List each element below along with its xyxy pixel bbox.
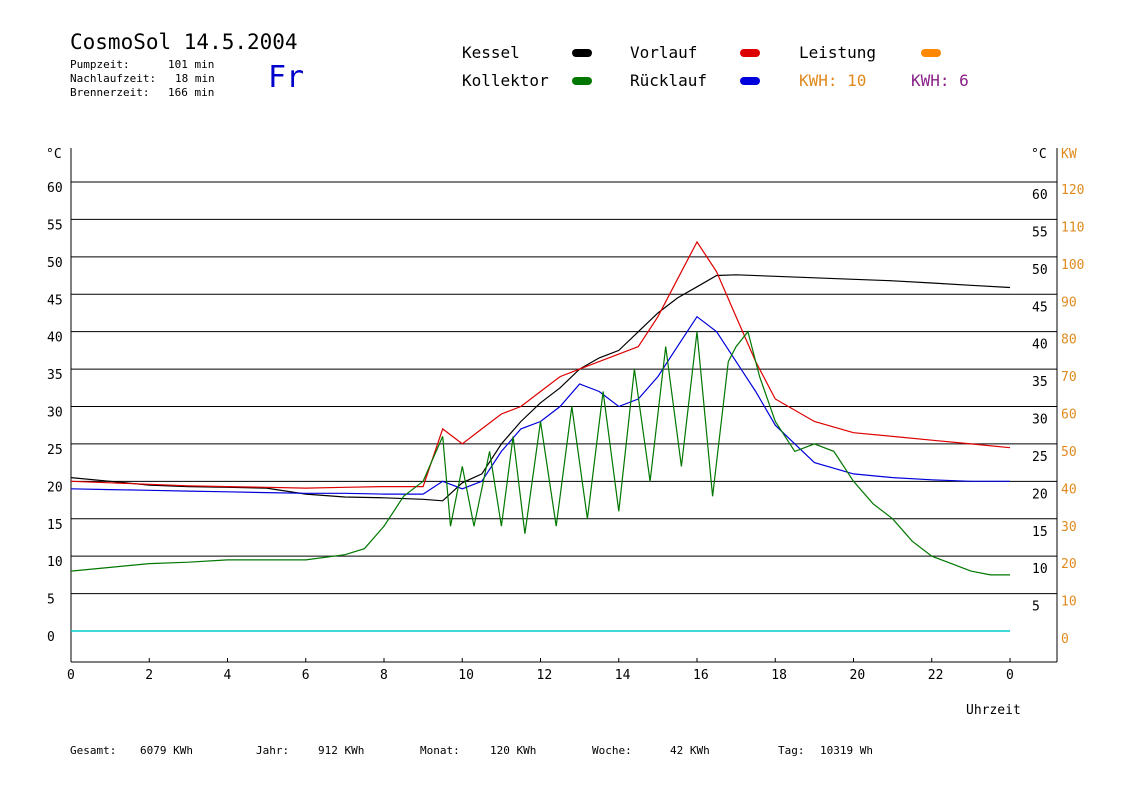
legend-ruecklauf-swatch — [740, 77, 760, 85]
y-unit-right: °C — [1031, 147, 1047, 162]
x-tick-label: 2 — [145, 668, 153, 683]
kw-tick-label: 120 — [1061, 183, 1084, 198]
y-tick-label-left: 10 — [47, 555, 63, 570]
series-line-ruecklauf — [70, 315, 1010, 495]
kw-tick-label: 30 — [1061, 520, 1077, 535]
y-tick-label-left: 35 — [47, 368, 63, 383]
kw-tick-label: 110 — [1061, 220, 1084, 235]
y-tick-label-right: 25 — [1032, 450, 1048, 465]
x-tick-label: 12 — [537, 668, 553, 683]
kw-tick-label: 0 — [1061, 632, 1069, 647]
footer-gesamt-label: Gesamt: — [70, 744, 117, 757]
kw-tick-label: 50 — [1061, 445, 1077, 460]
weekday-label: Fr — [268, 60, 305, 95]
legend-leistung-label: Leistung — [799, 43, 877, 62]
y-tick-label-left: 45 — [47, 293, 63, 308]
footer-woche-label: Woche: — [592, 744, 632, 757]
x-tick-label: 6 — [302, 668, 310, 683]
y-unit-left: °C — [46, 147, 62, 162]
legend-kessel-label: Kessel — [462, 43, 520, 62]
kw-tick-label: 10 — [1061, 595, 1077, 610]
kw-tick-label: 80 — [1061, 333, 1077, 348]
y-tick-label-left: 20 — [47, 480, 63, 495]
stat-value-nachlaufzeit: 18 min — [175, 72, 215, 85]
stat-label-nachlaufzeit: Nachlaufzeit: — [70, 72, 157, 85]
legend-kollektor-swatch — [572, 77, 592, 85]
y-tick-label-right: 5 — [1032, 600, 1040, 615]
y-tick-label-right: 55 — [1032, 225, 1048, 240]
y-tick-label-right: 45 — [1032, 300, 1048, 315]
stat-value-brennerzeit: 166 min — [168, 86, 215, 99]
x-tick-label: 4 — [224, 668, 232, 683]
x-tick-label: 16 — [693, 668, 709, 683]
y-tick-label-left: 30 — [47, 406, 63, 421]
stat-value-pumpzeit: 101 min — [168, 58, 215, 71]
x-tick-label: 18 — [771, 668, 787, 683]
footer-tag-label: Tag: — [778, 744, 805, 757]
footer-tag-value: 10319 Wh — [820, 744, 873, 757]
y-tick-label-left: 60 — [47, 181, 63, 196]
y-tick-label-left: 5 — [47, 593, 55, 608]
y-tick-label-right: 15 — [1032, 525, 1048, 540]
x-tick-label: 0 — [67, 668, 75, 683]
y-tick-label-right: 20 — [1032, 487, 1048, 502]
legend-ruecklauf-label: Rücklauf — [630, 71, 708, 90]
y-tick-label-left: 55 — [47, 218, 63, 233]
page-title: CosmoSol 14.5.2004 — [70, 30, 298, 54]
y-tick-label-left: 0 — [47, 630, 55, 645]
y-tick-label-left: 25 — [47, 443, 63, 458]
y-tick-label-right: 35 — [1032, 375, 1048, 390]
series-line-vorlauf — [70, 240, 1011, 489]
series-line-kessel — [70, 274, 1011, 502]
series-line-kollektor — [70, 330, 1010, 576]
footer-monat-value: 120 KWh — [490, 744, 537, 757]
legend-kwh-total: KWH: 10 — [799, 71, 867, 90]
footer-woche-value: 42 KWh — [670, 744, 710, 757]
legend-kwh-solar: KWH: 6 — [911, 71, 969, 90]
x-tick-label: 20 — [850, 668, 866, 683]
kw-tick-label: 40 — [1061, 482, 1077, 497]
y-tick-label-right: 30 — [1032, 413, 1048, 428]
y-tick-label-right: 60 — [1032, 188, 1048, 203]
y-tick-label-left: 15 — [47, 518, 63, 533]
x-axis-title: Uhrzeit — [966, 703, 1021, 718]
y-tick-label-right: 50 — [1032, 263, 1048, 278]
stat-label-brennerzeit: Brennerzeit: — [70, 86, 150, 99]
y-tick-label-left: 50 — [47, 256, 63, 271]
y-tick-label-left: 40 — [47, 331, 63, 346]
footer-jahr-label: Jahr: — [256, 744, 290, 757]
legend-leistung-swatch — [921, 49, 941, 57]
kw-tick-label: 100 — [1061, 258, 1084, 273]
kw-tick-label: 60 — [1061, 408, 1077, 423]
footer-monat-label: Monat: — [420, 744, 460, 757]
legend-kessel-swatch — [572, 49, 592, 57]
stat-label-pumpzeit: Pumpzeit: — [70, 58, 130, 71]
footer-gesamt-value: 6079 KWh — [140, 744, 193, 757]
kw-unit: KW — [1061, 147, 1077, 162]
x-tick-label: 22 — [928, 668, 944, 683]
legend-kollektor-label: Kollektor — [462, 71, 549, 90]
y-tick-label-right: 40 — [1032, 338, 1048, 353]
x-tick-label: 10 — [458, 668, 474, 683]
footer-jahr-value: 912 KWh — [318, 744, 365, 757]
kw-tick-label: 70 — [1061, 370, 1077, 385]
legend-vorlauf-swatch — [740, 49, 760, 57]
y-tick-label-right: 10 — [1032, 562, 1048, 577]
x-tick-label: 8 — [380, 668, 388, 683]
legend-vorlauf-label: Vorlauf — [630, 43, 698, 62]
x-tick-label: 14 — [615, 668, 631, 683]
x-tick-label: 0 — [1006, 668, 1014, 683]
kw-tick-label: 90 — [1061, 295, 1077, 310]
kw-tick-label: 20 — [1061, 557, 1077, 572]
